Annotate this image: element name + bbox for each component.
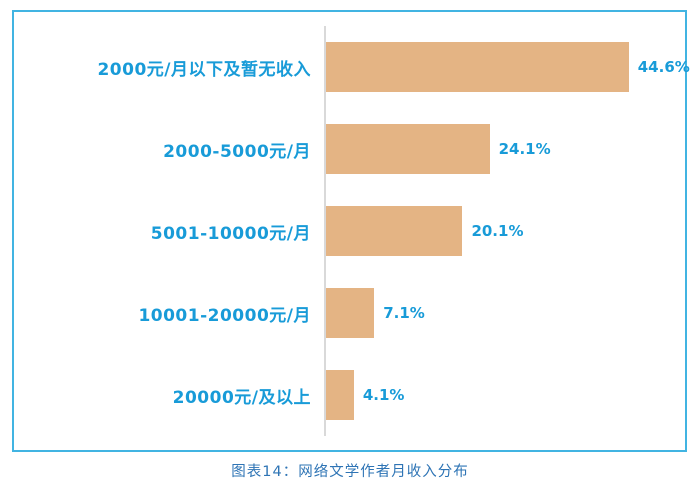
- chart-caption: 图表14：网络文学作者月收入分布: [231, 464, 469, 480]
- plot-area-row: 20.1%: [324, 190, 685, 272]
- plot-area-row: 44.6%: [324, 26, 690, 108]
- bar-row: 10001-20000元/月 7.1%: [14, 272, 685, 354]
- bar: [326, 42, 629, 92]
- category-label: 10001-20000元/月: [138, 305, 311, 326]
- value-label: 44.6%: [637, 58, 690, 76]
- category-label: 2000元/月以下及暂无收入: [97, 59, 311, 80]
- bar-row: 2000元/月以下及暂无收入 44.6%: [14, 26, 690, 108]
- bar: [326, 206, 463, 256]
- value-label: 4.1%: [362, 386, 405, 404]
- value-label: 20.1%: [471, 222, 524, 240]
- bar-row: 2000-5000元/月 24.1%: [14, 108, 685, 190]
- bar: [326, 124, 490, 174]
- plot-area-row: 7.1%: [324, 272, 685, 354]
- bar: [326, 370, 354, 420]
- bar-row: 5001-10000元/月 20.1%: [14, 190, 685, 272]
- value-label: 7.1%: [383, 304, 425, 322]
- plot-area-row: 4.1%: [324, 354, 685, 436]
- category-label: 5001-10000元/月: [150, 223, 311, 244]
- bar: [326, 288, 375, 338]
- chart-plot-frame: 2000元/月以下及暂无收入 44.6% 2000-5000元/月 24.1% …: [12, 10, 690, 452]
- value-label: 24.1%: [498, 140, 551, 158]
- category-label: 20000元/及以上: [172, 387, 311, 408]
- bar-row: 20000元/及以上 4.1%: [14, 354, 685, 436]
- category-label: 2000-5000元/月: [163, 141, 311, 162]
- plot-area-row: 24.1%: [324, 108, 685, 190]
